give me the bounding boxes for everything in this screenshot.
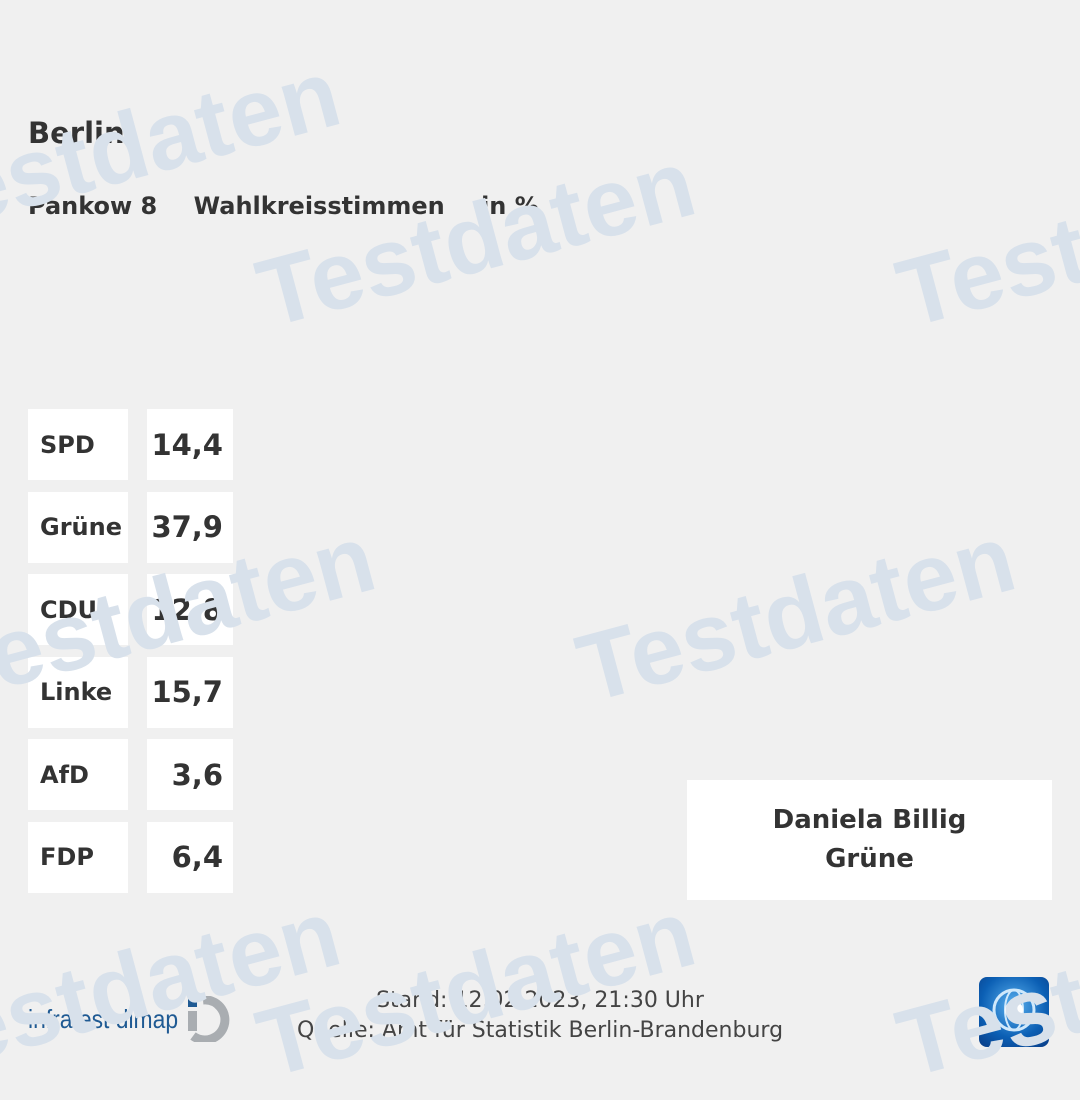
constituency-label: Pankow 8 [28,192,158,220]
watermark: Testdaten [246,129,706,349]
vote-type-label: Wahlkreisstimmen [193,192,445,220]
result-row: FDP 6,4 [28,821,233,893]
result-row: Grüne 37,9 [28,491,233,563]
watermark: Testdaten [886,129,1080,349]
party-name: Linke [28,656,128,728]
pollster-name: infratest dimap [28,1003,179,1034]
source-text: Quelle: Amt für Statistik Berlin-Branden… [296,1018,784,1043]
footer: Stand: 12.02.2023, 21:30 Uhr Quelle: Amt… [0,986,1080,1046]
region-title: Berlin [28,116,125,150]
winner-name: Daniela Billig [772,805,967,835]
party-name: SPD [28,409,128,480]
party-name: Grüne [28,491,128,563]
party-name: CDU [28,574,128,645]
unit-label: in % [481,192,539,220]
result-row: AfD 3,6 [28,739,233,810]
stand-text: Stand: 12.02.2023, 21:30 Uhr [376,988,704,1013]
party-value: 12,8 [147,574,233,645]
results-table: SPD 14,4 Grüne 37,9 CDU 12,8 Linke 15,7 AfD 3… [28,409,233,904]
winner-party: Grüne [825,844,914,874]
party-value: 6,4 [147,821,233,893]
party-name: AfD [28,739,128,810]
tagesschau-logo-icon: 1 [979,977,1049,1047]
party-value: 3,6 [147,739,233,810]
party-value: 14,4 [147,409,233,480]
svg-text:1: 1 [1010,1002,1018,1018]
winner-box: Daniela Billig Grüne [687,780,1052,900]
party-name: FDP [28,821,128,893]
party-value: 15,7 [147,656,233,728]
subtitle: Pankow 8 Wahlkreisstimmen in % [28,192,567,220]
watermark: Testdaten [566,504,1026,724]
infratest-dimap-logo: infratest dimap [28,996,235,1042]
result-row: CDU 12,8 [28,574,233,645]
result-row: Linke 15,7 [28,656,233,728]
infratest-logo-icon [187,996,229,1042]
result-row: SPD 14,4 [28,409,233,480]
party-value: 37,9 [147,491,233,563]
